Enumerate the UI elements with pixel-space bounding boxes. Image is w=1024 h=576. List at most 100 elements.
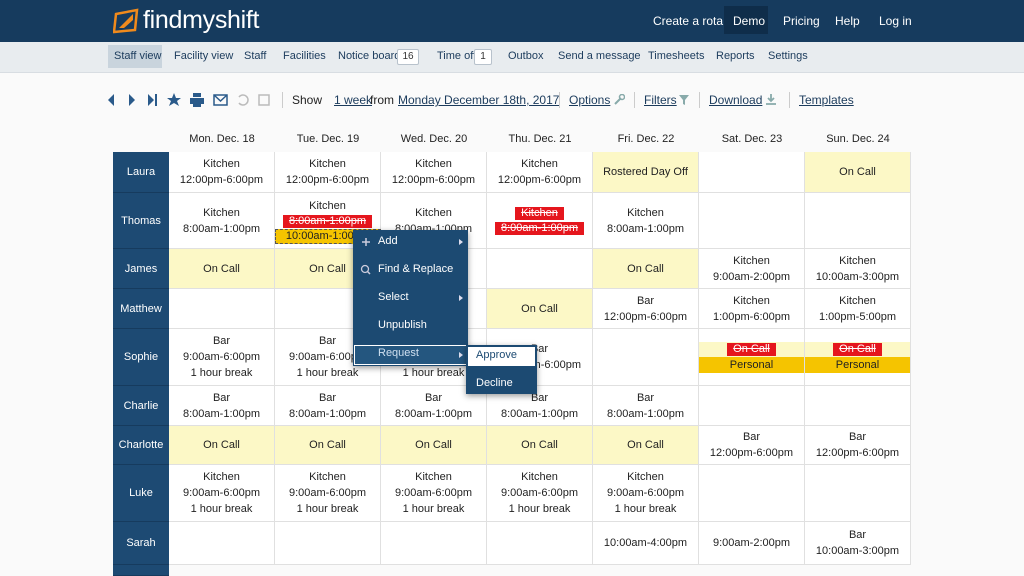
shift-cell[interactable]: Bar 8:00am-1:00pm [487,386,593,426]
shift-cell[interactable]: Bar 8:00am-1:00pm [275,386,381,426]
nav-link[interactable]: Help [835,14,860,28]
shift-cell[interactable]: Kitchen 12:00pm-6:00pm [275,152,381,193]
shift-cell[interactable]: On Call [169,249,275,289]
shift-cell[interactable]: On Call [487,426,593,465]
staff-name[interactable]: Sarah [113,522,169,565]
shift-cell[interactable]: Bar 8:00am-1:00pm [169,386,275,426]
shift-cell[interactable]: Rostered Day Off [593,152,699,193]
shift-cell[interactable]: On Call [593,249,699,289]
shift-cell[interactable]: 9:00am-2:00pm [699,522,805,565]
shift-cell[interactable]: Bar 8:00am-1:00pm [593,386,699,426]
shift-cell[interactable]: On Call [169,426,275,465]
staff-name[interactable]: James [113,249,169,289]
subnav-link[interactable]: Reports [716,50,755,62]
submenu-item[interactable]: Decline [476,377,513,389]
star-icon[interactable] [167,93,181,106]
submenu-item[interactable]: Approve [476,349,517,361]
shift-cell[interactable]: Kitchen 9:00am-2:00pm [699,249,805,289]
shift-cell[interactable] [805,465,911,522]
shift-cell[interactable]: On Call [593,426,699,465]
shift-cell[interactable]: Kitchen 12:00pm-6:00pm [487,152,593,193]
shift-cell[interactable]: Kitchen 8:00am-1:00pm [169,193,275,249]
subnav-link[interactable]: Timesheets [648,50,705,62]
staff-name[interactable]: Thomas [113,193,169,249]
shift-cell[interactable]: Kitchen 9:00am-6:00pm 1 hour break [169,465,275,522]
download-link[interactable]: Download [709,93,763,107]
menu-item[interactable]: Select [378,291,409,303]
staff-name[interactable]: Sophie [113,329,169,386]
shift-cell[interactable]: Bar 8:00am-1:00pm [381,386,487,426]
menu-item[interactable]: Request [378,347,419,359]
shift-cell[interactable] [699,386,805,426]
nav-link[interactable]: Create a rota [653,14,724,28]
subnav-link[interactable]: Outbox [508,50,544,62]
shift-cell[interactable]: Kitchen 9:00am-6:00pm 1 hour break [593,465,699,522]
last-icon[interactable] [148,94,157,106]
shift-cell[interactable]: Kitchen 9:00am-6:00pm 1 hour break [487,465,593,522]
staff-name[interactable]: Matthew [113,289,169,329]
save-icon[interactable] [258,94,270,106]
shift-cell[interactable]: On Call Personal [699,329,805,386]
shift-cell[interactable]: Kitchen 1:00pm-6:00pm [699,289,805,329]
shift-cell[interactable]: Kitchen 10:00am-3:00pm [805,249,911,289]
subnav-link[interactable]: Staff view [114,50,162,62]
shift-cell[interactable]: Kitchen 12:00pm-6:00pm [169,152,275,193]
shift-cell[interactable]: Kitchen 12:00pm-6:00pm [381,152,487,193]
shift-cell[interactable]: On Call [381,426,487,465]
staff-name[interactable]: Charlie [113,386,169,426]
subnav-link[interactable]: Facilities [283,50,326,62]
nav-link[interactable]: Pricing [783,14,820,28]
date-link[interactable]: Monday December 18th, 2017 [398,93,560,107]
mail-icon[interactable] [213,94,228,106]
shift-cell[interactable]: On Call [275,426,381,465]
shift-cell[interactable] [805,386,911,426]
logo[interactable]: findmyshift [143,6,260,34]
shift-cell[interactable]: Bar 12:00pm-6:00pm [699,426,805,465]
shift-cell[interactable] [169,289,275,329]
shift-cell[interactable]: 10:00am-4:00pm [593,522,699,565]
subnav-link[interactable]: Facility view [174,50,234,62]
shift-cell[interactable]: Kitchen 1:00pm-5:00pm [805,289,911,329]
nav-link[interactable]: Log in [879,14,912,28]
shift-cell[interactable] [699,193,805,249]
shift-cell[interactable]: Bar 12:00pm-6:00pm [805,426,911,465]
shift-cell[interactable]: Kitchen 9:00am-6:00pm 1 hour break [275,465,381,522]
period-link[interactable]: 1 week [334,93,373,107]
subnav-link[interactable]: Staff [244,50,267,62]
next-icon[interactable] [129,94,135,106]
menu-item[interactable]: Add [378,235,398,247]
shift-cell[interactable] [699,465,805,522]
subnav-link[interactable]: Send a message [558,50,641,62]
shift-cell[interactable]: Bar 10:00am-3:00pm [805,522,911,565]
subnav-link[interactable]: Notice board [338,50,401,62]
shift-cell[interactable]: On Call [487,289,593,329]
shift-cell[interactable] [487,522,593,565]
shift-cell[interactable]: Bar 12:00pm-6:00pm [593,289,699,329]
shift-cell[interactable]: Bar 9:00am-6:00pm 1 hour break [169,329,275,386]
staff-name[interactable]: Laura [113,152,169,193]
shift-cell[interactable]: On Call Personal [805,329,911,386]
nav-link[interactable]: Demo [733,14,766,28]
shift-cell[interactable]: On Call [805,152,911,193]
shift-cell[interactable] [593,329,699,386]
shift-cell[interactable]: Kitchen 9:00am-6:00pm 1 hour break [381,465,487,522]
shift-cell[interactable] [699,152,805,193]
shift-cell[interactable]: Kitchen 8:00am-1:00pm [487,193,593,249]
shift-cell[interactable] [805,193,911,249]
shift-cell[interactable] [381,522,487,565]
templates-link[interactable]: Templates [799,93,854,107]
options-link[interactable]: Options [569,93,611,107]
prev-icon[interactable] [108,94,114,106]
shift-cell[interactable] [169,522,275,565]
subnav-link[interactable]: Settings [768,50,808,62]
subnav-link[interactable]: Time off [437,50,477,62]
shift-cell[interactable] [487,249,593,289]
shift-cell[interactable] [275,522,381,565]
menu-item[interactable]: Find & Replace [378,263,454,275]
staff-name[interactable]: Luke [113,465,169,522]
filters-link[interactable]: Filters [644,93,677,107]
staff-name[interactable]: Charlotte [113,426,169,465]
shift-cell[interactable]: Kitchen 8:00am-1:00pm [593,193,699,249]
print-icon[interactable] [190,93,204,107]
undo-icon[interactable] [238,94,249,106]
